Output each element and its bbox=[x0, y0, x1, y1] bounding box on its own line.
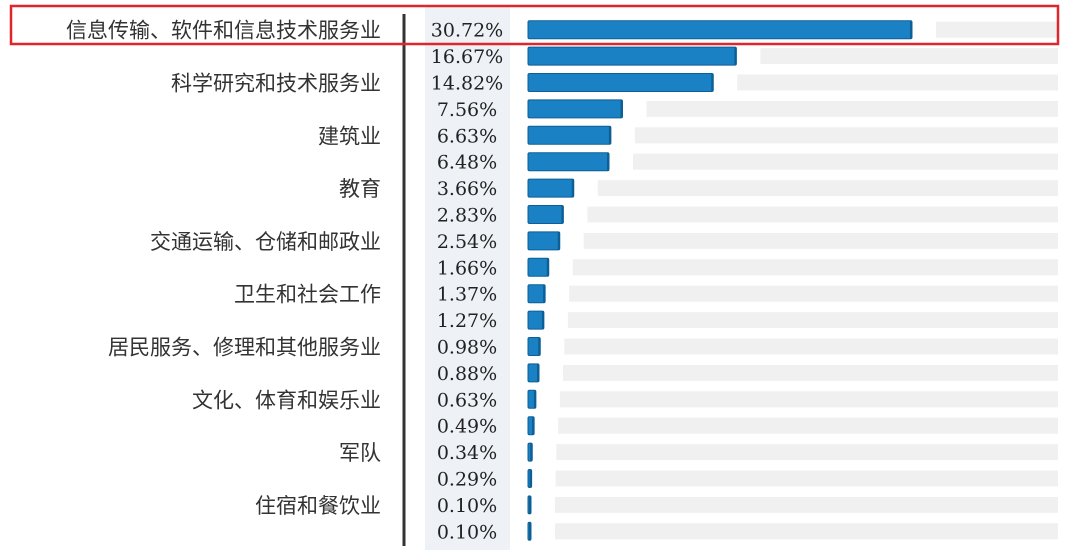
bar-track bbox=[583, 232, 1058, 249]
bar-track bbox=[737, 74, 1058, 91]
category-label: 居民服务、修理和其他服务业 bbox=[108, 336, 381, 360]
bar bbox=[527, 152, 610, 172]
bar-track bbox=[572, 259, 1058, 276]
bar-end-cap bbox=[734, 47, 737, 66]
value-label: 3.66% bbox=[437, 178, 497, 200]
bar-track bbox=[555, 523, 1058, 540]
category-label: 卫生和社会工作 bbox=[234, 283, 381, 307]
value-label: 1.37% bbox=[437, 284, 497, 306]
bar-end-cap bbox=[910, 20, 912, 39]
value-label: 0.29% bbox=[437, 469, 497, 491]
value-label: 6.48% bbox=[437, 152, 497, 174]
bar-track bbox=[563, 364, 1058, 381]
value-labels: 30.72% 16.67% 14.82% 7.56% 6.63% 6.48% 3.66% 2.… bbox=[431, 20, 503, 544]
bar bbox=[527, 231, 561, 251]
bar bbox=[527, 178, 575, 198]
bar-track bbox=[556, 444, 1058, 461]
bar bbox=[527, 73, 714, 92]
bar-track bbox=[597, 180, 1058, 197]
bar-track bbox=[569, 285, 1058, 302]
category-label: 住宿和餐饮业 bbox=[255, 494, 381, 518]
category-labels: 信息传输、软件和信息技术服务业科学研究和技术服务业建筑业教育交通运输、仓储和邮政… bbox=[66, 19, 381, 518]
category-label: 军队 bbox=[339, 441, 381, 465]
bar-track bbox=[633, 153, 1058, 170]
category-label: 文化、体育和娱乐业 bbox=[192, 388, 381, 412]
bar-end-cap bbox=[537, 363, 539, 382]
bar bbox=[527, 284, 546, 304]
bar-end-cap bbox=[561, 205, 564, 224]
value-label: 6.63% bbox=[437, 125, 497, 147]
bar-end-cap bbox=[529, 469, 532, 488]
bar-track bbox=[936, 21, 1058, 38]
bar-end-cap bbox=[557, 231, 560, 250]
bar-tracks bbox=[555, 21, 1058, 540]
bar-end-cap bbox=[543, 284, 546, 303]
bar-end-cap bbox=[529, 495, 531, 514]
category-label: 科学研究和技术服务业 bbox=[171, 72, 381, 96]
value-label: 0.98% bbox=[437, 337, 497, 359]
bar-end-cap bbox=[620, 99, 623, 118]
value-label: 0.10% bbox=[437, 521, 497, 543]
bar bbox=[527, 125, 612, 145]
bar-end-cap bbox=[533, 390, 536, 409]
value-label: 16.67% bbox=[431, 46, 503, 68]
bar bbox=[527, 205, 564, 224]
bar-track bbox=[559, 391, 1058, 408]
category-label: 建筑业 bbox=[318, 124, 381, 148]
value-label: 0.49% bbox=[437, 416, 497, 438]
bar bbox=[527, 46, 737, 66]
value-label: 0.63% bbox=[437, 389, 497, 411]
value-label: 0.34% bbox=[437, 442, 497, 464]
bar-end-cap bbox=[529, 522, 531, 541]
value-label: 30.72% bbox=[431, 20, 503, 42]
value-label: 14.82% bbox=[431, 73, 503, 95]
bar bbox=[527, 310, 545, 330]
value-column-background bbox=[425, 6, 510, 550]
category-label: 信息传输、软件和信息技术服务业 bbox=[66, 19, 381, 43]
bar-track bbox=[760, 48, 1058, 65]
bar-track bbox=[555, 496, 1058, 513]
category-label: 教育 bbox=[339, 177, 381, 201]
bar-track bbox=[567, 312, 1058, 329]
bar-track bbox=[646, 100, 1058, 117]
value-label: 7.56% bbox=[437, 99, 497, 121]
bar bbox=[527, 99, 623, 119]
bars bbox=[527, 20, 913, 541]
value-label: 1.66% bbox=[437, 257, 497, 279]
bar-track bbox=[555, 470, 1058, 487]
bar-end-cap bbox=[711, 73, 714, 92]
bar-end-cap bbox=[538, 337, 541, 356]
bar-end-cap bbox=[530, 443, 533, 462]
bar bbox=[527, 20, 913, 40]
value-label: 2.83% bbox=[437, 205, 497, 227]
bar-end-cap bbox=[608, 126, 611, 145]
bar-track bbox=[587, 206, 1058, 223]
bar-track bbox=[564, 338, 1058, 355]
bar-end-cap bbox=[607, 152, 609, 171]
bar-end-cap bbox=[571, 179, 574, 198]
category-label: 交通运输、仓储和邮政业 bbox=[150, 230, 381, 254]
bar-track bbox=[634, 127, 1058, 144]
bar-end-cap bbox=[541, 311, 544, 330]
value-label: 0.88% bbox=[437, 363, 497, 385]
value-label: 0.10% bbox=[437, 495, 497, 517]
bar-end-cap bbox=[532, 416, 535, 435]
bar bbox=[527, 257, 550, 277]
bar-track bbox=[558, 417, 1058, 434]
highlight-box bbox=[9, 4, 1060, 46]
value-label: 1.27% bbox=[437, 310, 497, 332]
bar-end-cap bbox=[546, 258, 549, 277]
value-label: 2.54% bbox=[437, 231, 497, 253]
